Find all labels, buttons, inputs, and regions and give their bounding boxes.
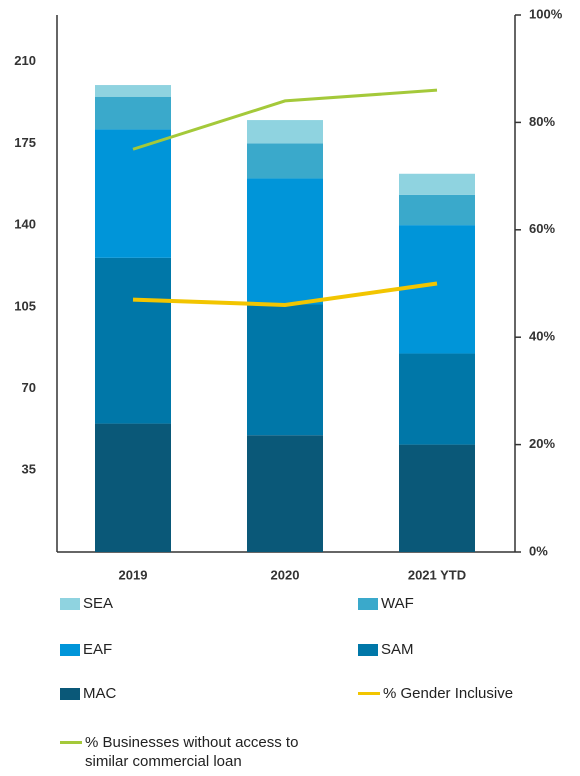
- legend-swatch: [60, 688, 80, 700]
- legend-item: SEA: [60, 594, 113, 613]
- y-tick-label: 210: [14, 53, 36, 68]
- legend-label: SEA: [83, 595, 114, 612]
- y-tick-label: 175: [14, 135, 36, 150]
- legend-item: % Gender Inclusive: [358, 684, 513, 703]
- y2-tick-label: 100%: [529, 6, 563, 21]
- legend-label: % Gender Inclusive: [383, 685, 514, 702]
- line-series: [132, 281, 438, 307]
- bar-segment: [399, 225, 475, 354]
- legend-swatch: [358, 692, 380, 695]
- bar-segment: [95, 85, 171, 97]
- legend-item: WAF: [358, 594, 414, 613]
- legend-swatch: [358, 644, 378, 656]
- bar-segment: [247, 120, 323, 144]
- y2-tick-label: 80%: [529, 114, 555, 129]
- bar-segment: [247, 178, 323, 305]
- bar-segment: [399, 444, 475, 552]
- line-series: [132, 88, 438, 151]
- legend-label: % Businesses without access to similar c…: [85, 734, 299, 770]
- bar-segment: [247, 435, 323, 552]
- legend-swatch: [60, 644, 80, 656]
- bar-segment: [247, 143, 323, 179]
- legend-label: WAF: [381, 595, 414, 612]
- bar-segment: [247, 304, 323, 436]
- y-tick-label: 35: [22, 462, 36, 477]
- legend-label: EAF: [83, 641, 113, 658]
- legend-item: % Businesses without access to similar c…: [60, 733, 310, 771]
- legend-swatch: [60, 741, 82, 744]
- legend-swatch: [60, 598, 80, 610]
- legend-item: EAF: [60, 640, 112, 659]
- legend-item: SAM: [358, 640, 414, 659]
- x-tick-label: 2019: [119, 567, 148, 582]
- bar-segment: [95, 423, 171, 552]
- x-tick-label: 2020: [271, 567, 300, 582]
- y-tick-label: 70: [22, 380, 36, 395]
- bar-segment: [399, 194, 475, 226]
- bar-segment: [95, 129, 171, 258]
- y2-tick-label: 60%: [529, 221, 555, 236]
- legend-swatch: [358, 598, 378, 610]
- bar-segment: [399, 353, 475, 445]
- bar-segment: [399, 173, 475, 195]
- y2-tick-label: 0%: [529, 543, 548, 558]
- y-tick-label: 140: [14, 217, 36, 232]
- x-tick-label: 2021 YTD: [408, 567, 466, 582]
- y-tick-label: 105: [14, 298, 36, 313]
- y2-tick-label: 20%: [529, 436, 555, 451]
- y2-tick-label: 40%: [529, 329, 555, 344]
- chart: 35 70 105 140 175 210 0% 20% 40% 60% 80% 100% 2019 20…: [14, 6, 563, 582]
- legend-item: MAC: [60, 684, 116, 703]
- legend-label: MAC: [83, 685, 117, 702]
- bar-segment: [95, 257, 171, 424]
- bar-segment: [95, 96, 171, 130]
- legend-label: SAM: [381, 641, 414, 658]
